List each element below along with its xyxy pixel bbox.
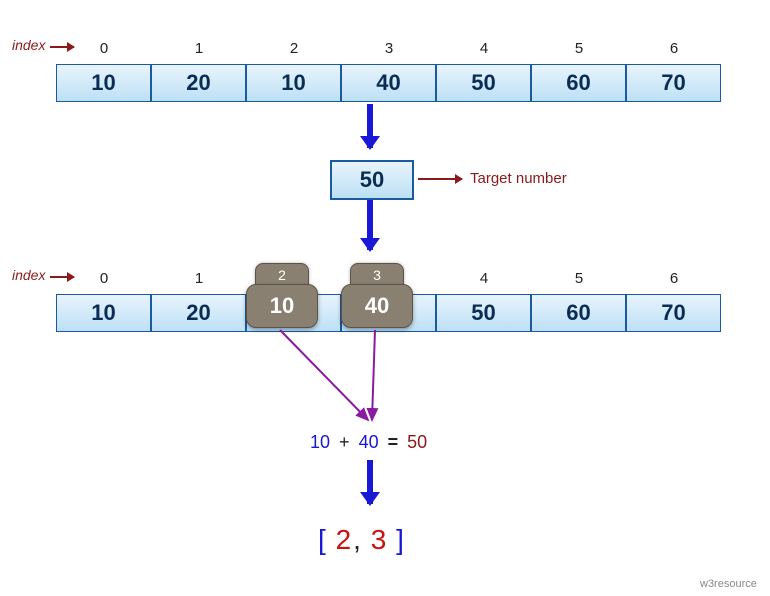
- eq-b: 40: [359, 432, 379, 452]
- purple-lines: [0, 0, 770, 596]
- plus-sign: +: [335, 432, 354, 452]
- equals-sign: =: [384, 432, 403, 452]
- diagram-canvas: index 0 1 2 3 4 5 6 10 20 10 40 50 60 70…: [0, 0, 770, 596]
- result-b: 3: [369, 524, 389, 555]
- credit: w3resource: [700, 578, 757, 590]
- equation: 10 + 40 = 50: [310, 432, 427, 453]
- bracket-open: [: [318, 524, 326, 555]
- result-comma: ,: [353, 524, 361, 555]
- eq-rhs: 50: [407, 432, 427, 452]
- result-a: 2: [334, 524, 354, 555]
- arrow-down-3: [367, 460, 373, 504]
- eq-a: 10: [310, 432, 330, 452]
- result: [ 2, 3 ]: [318, 524, 404, 556]
- bracket-close: ]: [396, 524, 404, 555]
